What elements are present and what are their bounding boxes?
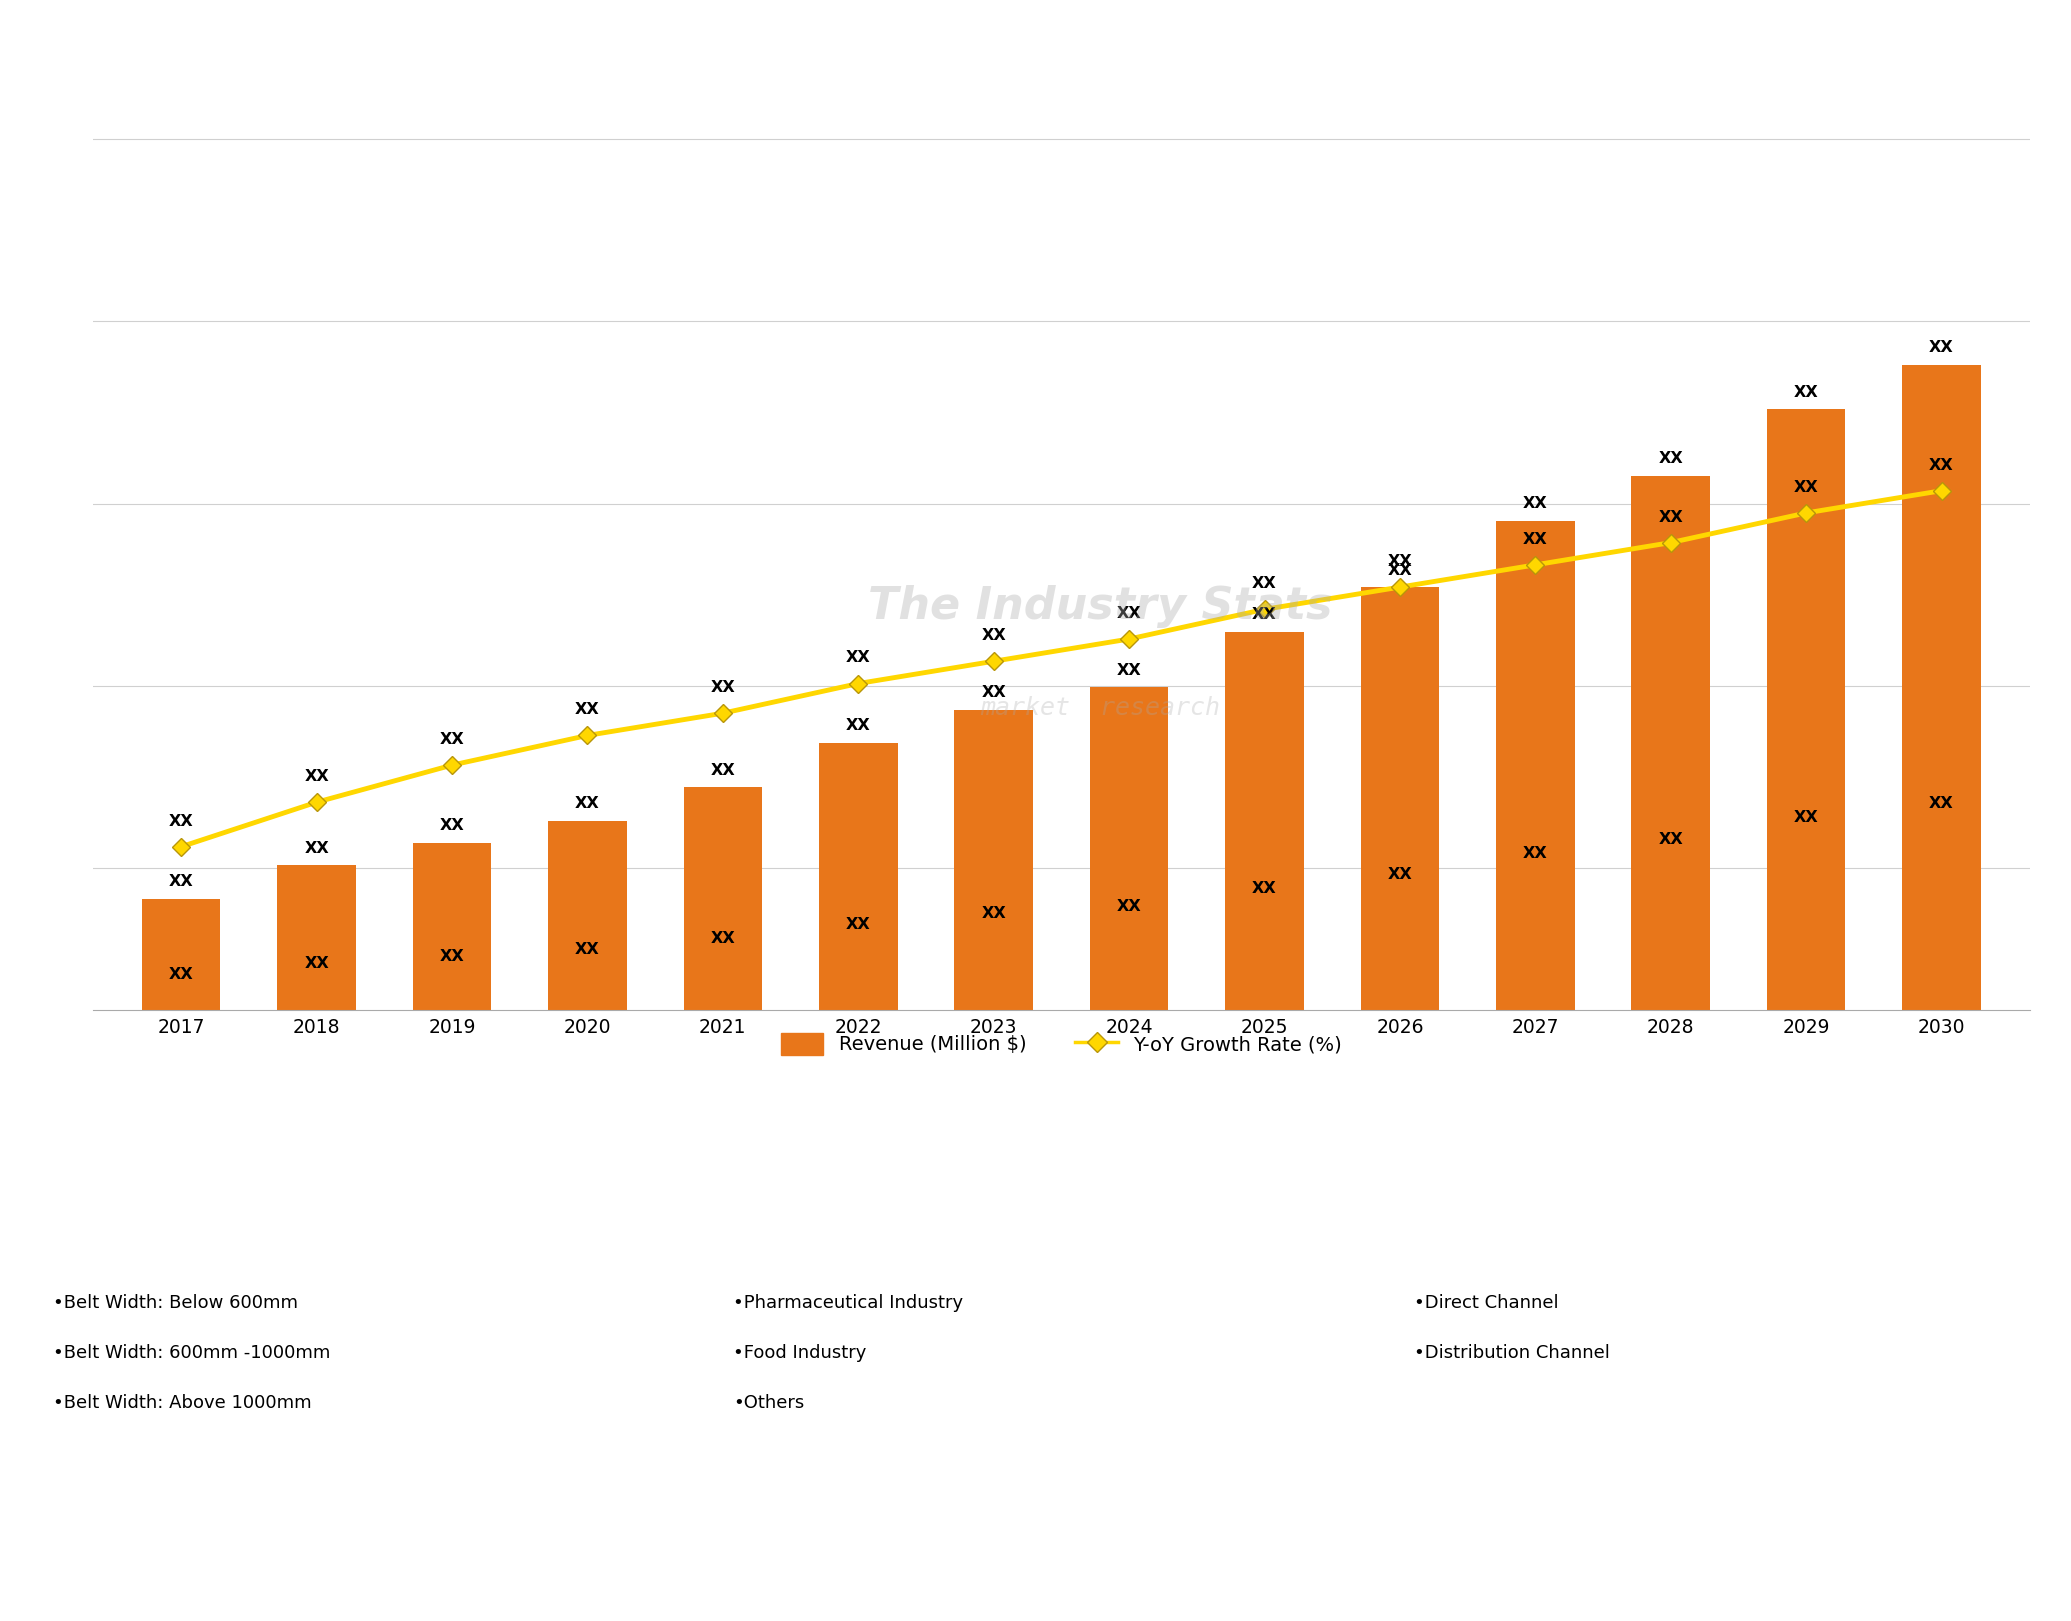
Bar [1361, 587, 1439, 1010]
Text: XX: XX [1522, 496, 1547, 511]
Legend: Revenue (Million $), Y-oY Growth Rate (%): Revenue (Million $), Y-oY Growth Rate (%… [772, 1024, 1350, 1063]
Bar [1226, 632, 1305, 1010]
Text: XX: XX [439, 819, 464, 833]
Text: XX: XX [1388, 867, 1412, 882]
Text: XX: XX [1253, 577, 1278, 592]
Bar [1903, 365, 1980, 1010]
Text: XX: XX [710, 763, 735, 778]
Text: XX: XX [1116, 606, 1141, 621]
Text: XX: XX [439, 948, 464, 964]
Bar [549, 820, 628, 1010]
Text: XX: XX [1659, 451, 1684, 467]
Text: •Pharmaceutical Industry

•Food Industry

•Others: •Pharmaceutical Industry •Food Industry … [733, 1294, 963, 1412]
Bar [818, 742, 897, 1010]
Text: XX: XX [1388, 562, 1412, 577]
Text: Fig. Global Sterilization Tunnel Market Status and Outlook: Fig. Global Sterilization Tunnel Market … [25, 39, 893, 65]
Text: XX: XX [1930, 457, 1953, 473]
Text: XX: XX [1522, 846, 1547, 861]
Text: XX: XX [845, 718, 870, 733]
Text: XX: XX [710, 930, 735, 947]
Text: market  research: market research [980, 695, 1220, 720]
Bar [412, 843, 491, 1010]
Text: The Industry Stats: The Industry Stats [868, 585, 1332, 629]
Bar [1632, 477, 1711, 1010]
Text: XX: XX [845, 917, 870, 932]
Text: XX: XX [982, 906, 1007, 921]
Text: XX: XX [576, 942, 601, 956]
Text: Source: Theindustrystats Analysis: Source: Theindustrystats Analysis [110, 1582, 429, 1600]
Bar [1495, 520, 1574, 1010]
Text: XX: XX [1793, 480, 1818, 494]
Bar [1767, 410, 1845, 1010]
Bar [683, 788, 762, 1010]
Text: XX: XX [1116, 900, 1141, 914]
Text: XX: XX [304, 841, 329, 856]
Text: XX: XX [1388, 554, 1412, 569]
Text: Sales Channels: Sales Channels [1626, 1172, 1789, 1193]
Text: •Direct Channel

•Distribution Channel: •Direct Channel •Distribution Channel [1414, 1294, 1609, 1362]
Text: XX: XX [982, 629, 1007, 644]
Text: XX: XX [845, 650, 870, 666]
Text: XX: XX [1930, 796, 1953, 810]
Text: XX: XX [1793, 384, 1818, 400]
Text: XX: XX [170, 966, 193, 982]
Text: XX: XX [1253, 608, 1278, 622]
Text: Product Types: Product Types [271, 1172, 420, 1193]
Text: Application: Application [967, 1172, 1087, 1193]
Bar [955, 710, 1033, 1010]
Text: XX: XX [304, 768, 329, 785]
Text: XX: XX [1659, 509, 1684, 525]
Text: XX: XX [1930, 340, 1953, 355]
Text: XX: XX [576, 702, 601, 718]
Text: Website: www.theindustrystats.com: Website: www.theindustrystats.com [1528, 1582, 1868, 1600]
Text: XX: XX [439, 733, 464, 747]
Text: XX: XX [1522, 532, 1547, 546]
Text: XX: XX [982, 686, 1007, 700]
Bar [1089, 687, 1168, 1010]
Text: XX: XX [710, 681, 735, 695]
Text: Email: sales@theindustrystats.com: Email: sales@theindustrystats.com [872, 1582, 1199, 1600]
Text: XX: XX [576, 796, 601, 810]
Text: XX: XX [170, 814, 193, 828]
Text: XX: XX [170, 874, 193, 888]
Bar [278, 866, 356, 1010]
Text: XX: XX [1793, 810, 1818, 825]
Text: XX: XX [1659, 832, 1684, 846]
Text: •Belt Width: Below 600mm

•Belt Width: 600mm -1000mm

•Belt Width: Above 1000mm: •Belt Width: Below 600mm •Belt Width: 60… [52, 1294, 329, 1412]
Text: XX: XX [304, 956, 329, 971]
Bar [143, 898, 220, 1010]
Text: XX: XX [1116, 663, 1141, 678]
Text: XX: XX [1253, 882, 1278, 896]
